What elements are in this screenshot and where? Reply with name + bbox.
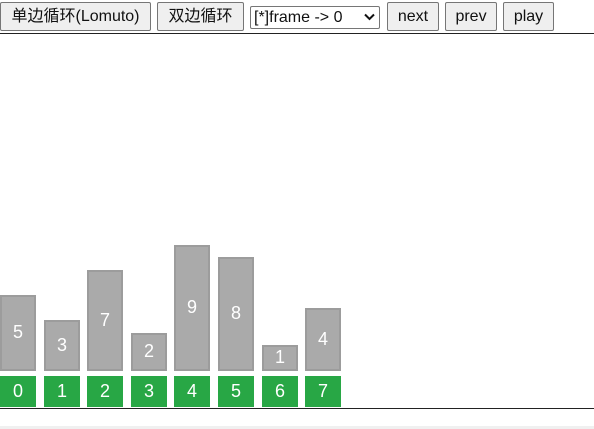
bottom-divider — [0, 408, 594, 409]
array-bar — [218, 257, 254, 371]
array-bar — [131, 333, 167, 371]
bar-value-label: 2 — [143, 341, 154, 361]
index-label: 6 — [262, 376, 298, 407]
array-bar — [44, 320, 80, 371]
array-bar — [174, 245, 210, 371]
bar-value-label: 8 — [230, 303, 241, 323]
prev-button[interactable]: prev — [445, 2, 497, 31]
play-button[interactable]: play — [503, 2, 554, 31]
hoare-button[interactable]: 双边循环 — [157, 2, 244, 31]
array-bar — [305, 308, 341, 371]
bar-value-label: 7 — [99, 309, 110, 330]
index-label: 7 — [305, 376, 341, 407]
bar-value-label: 1 — [274, 347, 285, 367]
chevron-down-icon — [364, 13, 375, 21]
array-bar — [0, 295, 36, 371]
lomuto-button[interactable]: 单边循环(Lomuto) — [0, 2, 151, 31]
array-bar — [262, 345, 298, 371]
index-label: 1 — [44, 376, 80, 407]
bottom-strip — [0, 426, 594, 429]
bar-value-label: 3 — [56, 334, 67, 355]
index-label: 3 — [131, 376, 167, 407]
next-button[interactable]: next — [387, 2, 439, 31]
index-label: 5 — [218, 376, 254, 407]
frame-select[interactable]: [*]frame -> 0 — [250, 6, 380, 29]
bar-value-label: 4 — [317, 328, 328, 349]
index-label: 2 — [87, 376, 123, 407]
index-label: 4 — [174, 376, 210, 407]
frame-select-value: [*]frame -> 0 — [254, 9, 343, 26]
bar-value-label: 9 — [186, 297, 197, 317]
toolbar: 单边循环(Lomuto) 双边循环 [*]frame -> 0 next pre… — [0, 0, 594, 33]
index-label: 0 — [0, 376, 36, 407]
array-bar — [87, 270, 123, 371]
bar-value-label: 5 — [12, 322, 23, 342]
top-divider — [0, 33, 594, 34]
